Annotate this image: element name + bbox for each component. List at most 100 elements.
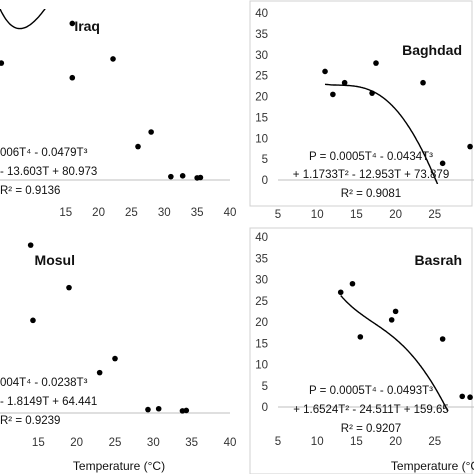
x-tick-label: 35: [191, 207, 204, 219]
panel-iraq: 15 20 25 30 35 40 Iraq 006T⁴ - 0.0479T³ - 13.603…: [0, 9, 237, 219]
x-tick-label: 25: [109, 437, 122, 449]
data-point: [341, 79, 348, 86]
equation-line: 006T⁴ - 0.0479T³: [0, 147, 88, 159]
data-point: [439, 336, 446, 342]
panel-baghdad: 5 10 15 20 25 0 5 10 15 20 25 30 35 40 Baghdad P = 0.00…: [249, 0, 474, 221]
x-tick-label: 5: [275, 209, 281, 221]
x-tick-label: 20: [70, 437, 83, 449]
data-point: [168, 173, 174, 180]
x-tick-label: 5: [275, 436, 281, 448]
panel-title: Basrah: [415, 252, 462, 268]
y-tick-label: 10: [255, 133, 268, 145]
data-point: [145, 406, 151, 413]
data-point: [69, 74, 76, 81]
y-tick-label: 35: [255, 29, 268, 41]
data-point: [0, 60, 5, 66]
x-tick-label: 30: [158, 207, 171, 219]
data-point: [112, 355, 118, 362]
data-point: [388, 317, 395, 323]
x-axis-label-bottom-left: Temperature (°C): [73, 459, 165, 473]
y-tick-label: 35: [255, 253, 268, 265]
panel-border: [249, 0, 473, 207]
panel-title: Mosul: [35, 252, 75, 268]
y-tick-label: 0: [262, 175, 268, 187]
trendline: [0, 9, 46, 30]
data-point: [337, 289, 344, 296]
data-point: [392, 308, 399, 315]
y-tick-label: 5: [262, 381, 268, 393]
equation-line: P = 0.0005T⁴ - 0.0493T³: [309, 385, 433, 397]
panel-border: [249, 227, 473, 474]
panel-title: Iraq: [74, 18, 100, 34]
equation-line: + 1.6524T² - 24.511T + 159.65: [293, 404, 449, 416]
y-tick-label: 40: [255, 8, 268, 20]
y-tick-label: 15: [255, 112, 268, 124]
data-point: [27, 242, 34, 248]
data-point: [155, 405, 162, 412]
x-tick-label: 20: [389, 209, 402, 221]
x-tick-label: 25: [428, 436, 441, 448]
data-point: [349, 280, 356, 287]
data-point: [135, 143, 141, 150]
trendline: [324, 83, 439, 184]
equation-line: 004T⁴ - 0.0238T³: [0, 377, 88, 389]
data-point: [197, 174, 204, 181]
x-tick-label: 20: [92, 207, 105, 219]
x-tick-label: 40: [224, 207, 237, 219]
x-axis-label: Temperature (°C): [391, 459, 474, 473]
y-tick-label: 25: [255, 296, 268, 308]
data-point: [148, 129, 154, 135]
data-point: [439, 160, 446, 167]
y-tick-label: 20: [255, 317, 268, 329]
x-tick-label: 15: [350, 436, 363, 448]
data-point: [183, 407, 190, 414]
data-point: [322, 68, 328, 75]
data-point: [110, 56, 116, 62]
x-tick-label: 15: [59, 207, 72, 219]
data-point: [96, 369, 103, 376]
x-tick-label: 30: [147, 437, 160, 449]
y-tick-label: 15: [255, 338, 268, 350]
data-point: [30, 317, 36, 324]
x-tick-label: 15: [32, 437, 45, 449]
equation-line: R² = 0.9081: [341, 188, 401, 200]
x-tick-label: 25: [125, 207, 138, 219]
x-tick-label: 35: [185, 437, 198, 449]
y-tick-label: 0: [262, 402, 268, 414]
data-point: [69, 20, 76, 27]
y-tick-label: 20: [255, 92, 268, 104]
data-point: [420, 79, 426, 86]
data-point: [66, 284, 72, 291]
data-point: [467, 394, 473, 401]
data-point: [459, 393, 466, 400]
y-tick-label: 30: [255, 275, 268, 287]
equation-line: - 13.603T + 80.973: [0, 166, 97, 178]
equation-line: R² = 0.9207: [341, 423, 401, 435]
data-point: [373, 60, 379, 66]
y-tick-label: 5: [262, 154, 268, 166]
y-tick-label: 10: [255, 360, 268, 372]
equation-line: + 1.1733T² - 12.953T + 73.879: [293, 169, 449, 181]
x-tick-label: 20: [389, 436, 402, 448]
trendline: [340, 295, 449, 411]
panel-basrah: 5 10 15 20 25 0 5 10 15 20 25 30 35 40 Basrah P = 0.000…: [249, 227, 474, 474]
data-point: [179, 173, 186, 179]
equation-line: R² = 0.9239: [0, 415, 60, 427]
y-tick-label: 40: [255, 232, 268, 244]
x-tick-label: 25: [428, 209, 441, 221]
data-point: [369, 90, 375, 96]
x-tick-label: 10: [311, 209, 324, 221]
equation-line: R² = 0.9136: [0, 185, 60, 197]
y-tick-label: 30: [255, 50, 268, 62]
equation-line: P = 0.0005T⁴ - 0.0434T³: [309, 151, 433, 163]
equation-line: - 1.8149T + 64.441: [0, 396, 97, 408]
x-tick-label: 10: [311, 436, 324, 448]
data-point: [467, 143, 473, 150]
data-point: [330, 91, 336, 98]
y-tick-label: 25: [255, 71, 268, 83]
panel-mosul: 15 20 25 30 35 40 Mosul 004T⁴ - 0.0238T³ - 1.814…: [0, 242, 237, 449]
panel-title: Baghdad: [402, 42, 462, 58]
x-tick-label: 40: [224, 437, 237, 449]
